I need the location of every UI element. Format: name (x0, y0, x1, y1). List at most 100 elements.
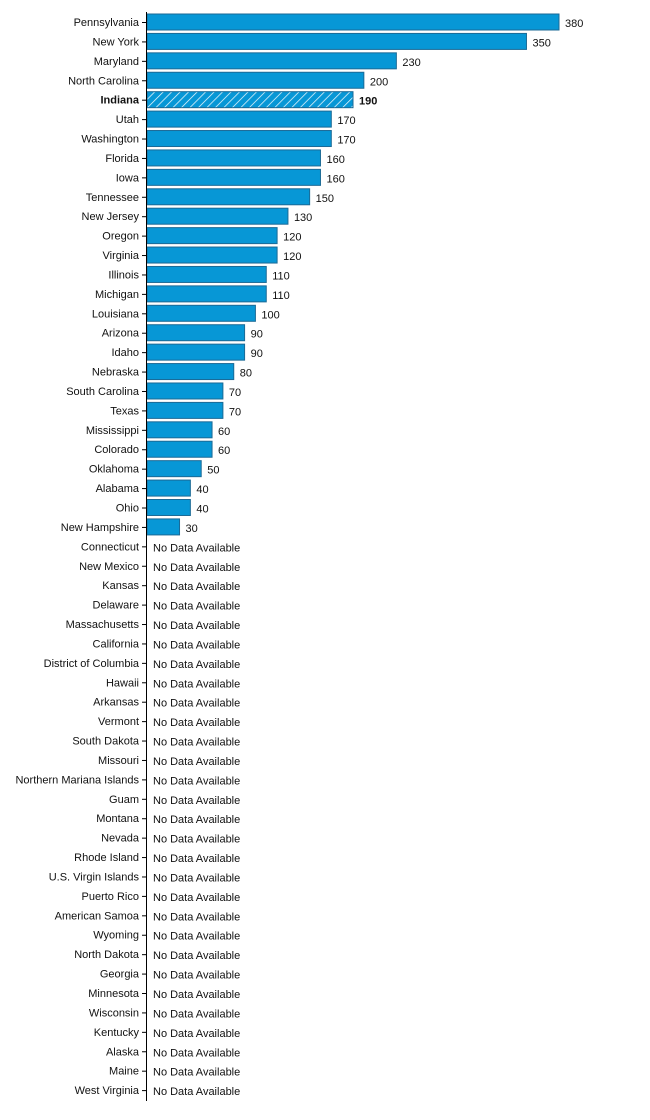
category-label: Missouri (98, 755, 139, 767)
bar (146, 421, 213, 439)
data-label: 60 (218, 426, 230, 438)
no-data-label: No Data Available (153, 601, 240, 613)
bar (146, 479, 191, 497)
data-label: 170 (337, 135, 355, 147)
no-data-label: No Data Available (153, 562, 240, 574)
category-label: Alaska (106, 1046, 140, 1058)
no-data-label: No Data Available (153, 639, 240, 651)
category-label: American Samoa (55, 910, 140, 922)
bar (146, 401, 224, 419)
no-data-label: No Data Available (153, 1047, 240, 1059)
bar (146, 246, 278, 264)
data-label: 40 (196, 504, 208, 516)
category-label: Vermont (98, 716, 139, 728)
category-label: Florida (105, 153, 140, 165)
category-label: Oklahoma (89, 464, 140, 476)
bar (146, 265, 267, 283)
category-label: Virginia (103, 250, 140, 262)
category-label: South Dakota (72, 736, 140, 748)
category-label: North Dakota (74, 949, 140, 961)
category-label: Hawaii (106, 677, 139, 689)
no-data-label: No Data Available (153, 795, 240, 807)
category-label: New Mexico (79, 561, 139, 573)
data-label: 160 (326, 173, 344, 185)
no-data-label: No Data Available (153, 775, 240, 787)
data-label: 120 (283, 251, 301, 263)
data-label: 80 (240, 368, 252, 380)
data-label: 200 (370, 76, 388, 88)
bar (146, 285, 267, 303)
data-label: 230 (402, 57, 420, 69)
category-label: Maine (109, 1066, 139, 1078)
no-data-label: No Data Available (153, 931, 240, 943)
no-data-label: No Data Available (153, 678, 240, 690)
data-label: 110 (272, 290, 290, 302)
bar (146, 168, 321, 186)
no-data-label: No Data Available (153, 834, 240, 846)
category-label: Kentucky (94, 1027, 140, 1039)
no-data-label: No Data Available (153, 698, 240, 710)
data-label: 380 (565, 18, 583, 30)
category-label: Minnesota (88, 988, 140, 1000)
bar (146, 499, 191, 516)
data-label: 70 (229, 406, 241, 418)
category-label: South Carolina (66, 386, 140, 398)
category-label: Alabama (96, 483, 140, 495)
no-data-label: No Data Available (153, 970, 240, 982)
no-data-label: No Data Available (153, 853, 240, 865)
bar (146, 440, 213, 458)
category-label: Utah (116, 114, 139, 126)
category-label: Montana (96, 813, 140, 825)
category-label: New York (93, 36, 140, 48)
bar (146, 110, 332, 128)
category-label: West Virginia (75, 1085, 140, 1097)
category-label: Puerto Rico (82, 891, 139, 903)
category-label: Idaho (111, 347, 139, 359)
data-label: 150 (316, 193, 334, 205)
bar (146, 304, 256, 322)
no-data-label: No Data Available (153, 892, 240, 904)
category-label: Arizona (102, 328, 140, 340)
bar (146, 382, 224, 400)
bar (146, 518, 181, 536)
data-label: 100 (261, 309, 279, 321)
no-data-label: No Data Available (153, 1028, 240, 1040)
category-label: New Hampshire (61, 522, 139, 534)
data-label: 110 (272, 270, 290, 282)
bar (146, 71, 365, 89)
no-data-label: No Data Available (153, 659, 240, 671)
data-label: 120 (283, 232, 301, 244)
category-label: Wyoming (93, 930, 139, 942)
category-label: Pennsylvania (74, 17, 140, 29)
category-label: Iowa (116, 172, 140, 184)
bar (146, 460, 202, 478)
no-data-label: No Data Available (153, 911, 240, 923)
bar (146, 149, 321, 167)
data-label: 60 (218, 445, 230, 457)
category-label: Kansas (102, 580, 139, 592)
bar (146, 52, 397, 70)
bar (146, 130, 332, 148)
no-data-label: No Data Available (153, 717, 240, 729)
no-data-label: No Data Available (153, 1067, 240, 1079)
category-label: Nebraska (92, 367, 140, 379)
no-data-label: No Data Available (153, 989, 240, 1001)
no-data-label: No Data Available (153, 950, 240, 962)
category-label: Texas (110, 405, 139, 417)
category-label: Tennessee (86, 192, 139, 204)
bar (146, 32, 527, 50)
category-label: Nevada (101, 833, 140, 845)
category-label: Delaware (93, 600, 139, 612)
no-data-label: No Data Available (153, 1008, 240, 1020)
bar (146, 343, 246, 361)
data-label: 190 (359, 96, 377, 108)
category-label: Maryland (94, 56, 139, 68)
category-label: New Jersey (82, 211, 140, 223)
category-label: Massachusetts (66, 619, 140, 631)
category-label: Louisiana (92, 308, 140, 320)
data-label: 70 (229, 387, 241, 399)
category-label: U.S. Virgin Islands (49, 871, 140, 883)
category-label: Connecticut (81, 541, 139, 553)
bar (146, 363, 235, 381)
